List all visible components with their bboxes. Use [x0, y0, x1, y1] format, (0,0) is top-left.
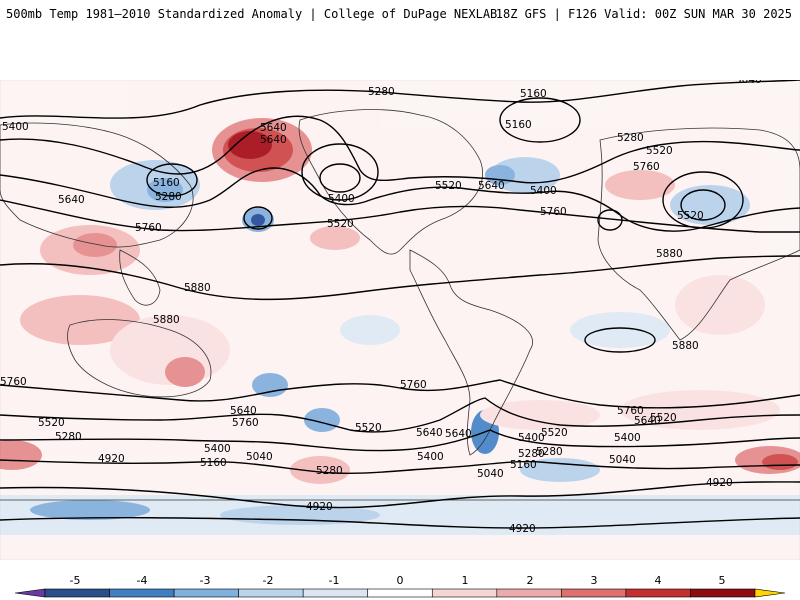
contour-label: 5520: [38, 417, 65, 429]
contour-label: 5040: [735, 80, 762, 86]
contour-label: 5160: [200, 457, 227, 469]
contour-label: 4920: [98, 453, 125, 465]
colorbar-segment: [625, 588, 691, 598]
contour-label: 5280: [617, 132, 644, 144]
colorbar-tick-label: -4: [137, 574, 148, 587]
colorbar-segment: [14, 588, 46, 598]
contour-label: 5760: [135, 222, 162, 234]
contour-label: 5640: [260, 122, 287, 134]
colorbar-tick-label: 4: [655, 574, 662, 587]
contour-label: 5640: [416, 427, 443, 439]
header: 500mb Temp 1981–2010 Standardized Anomal…: [0, 0, 800, 30]
anomaly-shading: [0, 80, 800, 560]
contour-label: 5520: [541, 427, 568, 439]
contour-label: 5520: [677, 210, 704, 222]
contour-label: 5760: [400, 379, 427, 391]
contour-label: 5040: [609, 454, 636, 466]
height-contours: [0, 80, 800, 529]
contour-label: 5160: [153, 177, 180, 189]
contour-label: 5760: [0, 376, 27, 388]
contour-label: 5280: [518, 448, 545, 460]
colorbar-segment: [561, 588, 627, 598]
contour-label: 5160: [520, 88, 547, 100]
contour-label: 5640: [58, 194, 85, 206]
contour-label: 5760: [232, 417, 259, 429]
contour-label: 5280: [368, 86, 395, 98]
contour-label: 5400: [530, 185, 557, 197]
colorbar-tick-label: 0: [397, 574, 404, 587]
contour-label: 5400: [204, 443, 231, 455]
colorbar-tick-label: 2: [527, 574, 534, 587]
contour-label: 5520: [327, 218, 354, 230]
contour-label: 5640: [478, 180, 505, 192]
contour-label: 5520: [435, 180, 462, 192]
contour-label: 5880: [184, 282, 211, 294]
contour-label: 5400: [417, 451, 444, 463]
colorbar-tick-label: -1: [329, 574, 340, 587]
contour-label: 5520: [355, 422, 382, 434]
contour-label: 5760: [617, 405, 644, 417]
colorbar-segment: [367, 588, 433, 598]
colorbar-segment: [690, 588, 756, 598]
colorbar-segment: [238, 588, 304, 598]
colorbar-tick-labels: -5 -4 -3 -2 -1 0 1 2 3 4 5: [70, 574, 726, 587]
contour-label: 5640: [445, 428, 472, 440]
contour-label: 5040: [477, 468, 504, 480]
contour-label: 5400: [518, 432, 545, 444]
contour-label: 4920: [706, 477, 733, 489]
map-title: 500mb Temp 1981–2010 Standardized Anomal…: [6, 7, 498, 21]
contour-label: 5400: [614, 432, 641, 444]
contour-label: 5880: [153, 314, 180, 326]
colorbar-segment: [754, 588, 786, 598]
colorbar-tick-label: -5: [70, 574, 81, 587]
colorbar-segments: [14, 588, 786, 598]
contour-label: 5760: [540, 206, 567, 218]
contour-label: 5520: [646, 145, 673, 157]
contour-label: 5160: [510, 459, 537, 471]
contour-label: 5280: [536, 446, 563, 458]
colorbar-tick-label: 5: [719, 574, 726, 587]
colorbar-tick-label: 1: [462, 574, 469, 587]
contour-label: 5520: [650, 412, 677, 424]
colorbar-tick-label: -3: [200, 574, 211, 587]
colorbar-segment: [44, 588, 110, 598]
coastlines: [0, 109, 800, 501]
contour-labels: 5280 5160 5160 5040 5400 5280 5520 5640 …: [0, 80, 762, 535]
colorbar: -5 -4 -3 -2 -1 0 1 2 3 4 5: [14, 574, 786, 598]
colorbar-tick-label: -2: [263, 574, 274, 587]
colorbar-segment: [173, 588, 239, 598]
contour-label: 5640: [634, 415, 661, 427]
contour-label: 5400: [2, 121, 29, 133]
colorbar-segment: [496, 588, 562, 598]
contour-label: 5880: [656, 248, 683, 260]
contour-label: 5640: [260, 134, 287, 146]
contour-label: 5160: [505, 119, 532, 131]
colorbar-tick-label: 3: [591, 574, 598, 587]
anomaly-map: 5280 5160 5160 5040 5400 5280 5520 5640 …: [0, 80, 800, 560]
colorbar-segment: [109, 588, 175, 598]
contour-label: 4920: [306, 501, 333, 513]
contour-label: 5280: [155, 191, 182, 203]
contour-label: 5280: [55, 431, 82, 443]
colorbar-segment: [302, 588, 369, 598]
contour-label: 5040: [246, 451, 273, 463]
contour-label: 4920: [509, 523, 536, 535]
contour-label: 5400: [328, 193, 355, 205]
contour-label: 5760: [633, 161, 660, 173]
contour-label: 5880: [672, 340, 699, 352]
model-run-label: 18Z GFS | F126 Valid: 00Z SUN MAR 30 202…: [495, 7, 792, 21]
contour-label: 5280: [316, 465, 343, 477]
colorbar-segment: [431, 588, 498, 598]
contour-label: 5640: [230, 405, 257, 417]
